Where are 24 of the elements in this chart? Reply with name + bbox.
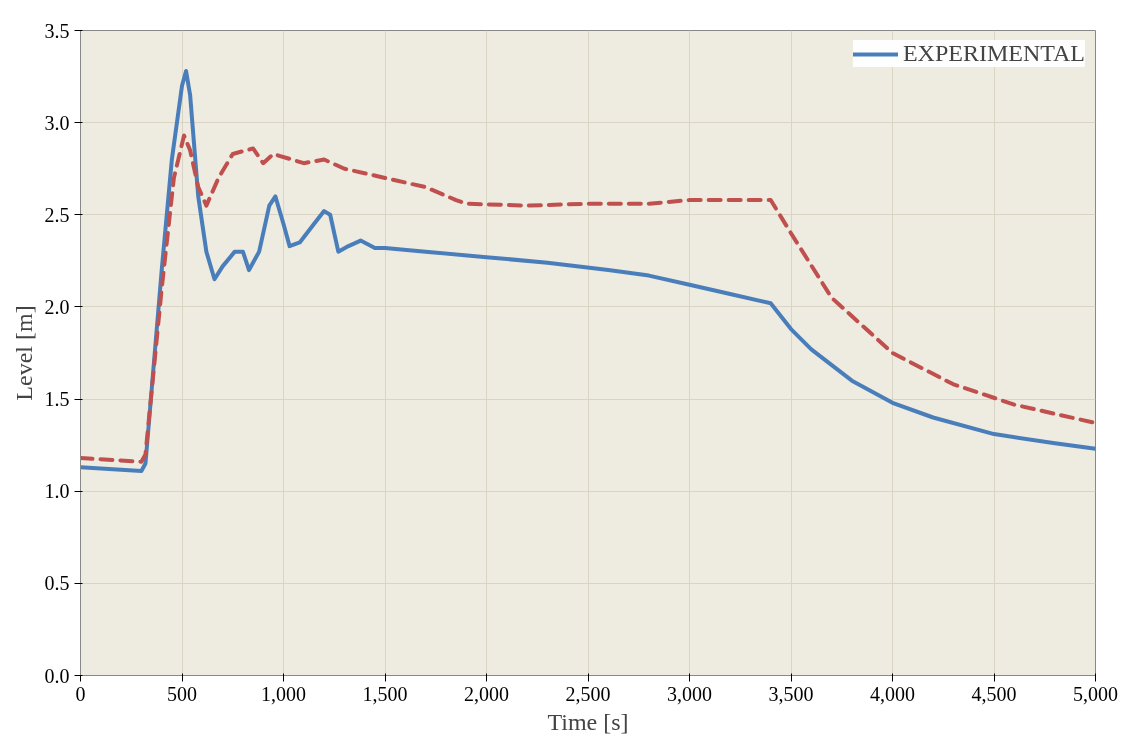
x-axis-title: Time [s] [547, 708, 629, 735]
line-series [80, 133, 1096, 464]
x-tick-label: 500 [167, 682, 197, 705]
x-tick-label: 4,500 [971, 682, 1017, 705]
y-tick-label: 0.0 [44, 664, 70, 687]
y-tick-label: 1.0 [44, 480, 70, 503]
y-tick-label: 2.5 [44, 203, 70, 226]
x-tick-label: 2,000 [464, 682, 509, 705]
x-tick-label: 0 [75, 682, 86, 705]
x-tick-label: 3,000 [667, 682, 712, 705]
y-tick-label: 0.5 [44, 572, 70, 595]
y-tick-label: 3.0 [44, 111, 70, 134]
x-tick-label: 4,000 [870, 682, 915, 705]
x-tick-label: 1,500 [362, 682, 408, 705]
line-series [80, 69, 1096, 473]
x-tick-label: 3,500 [768, 682, 814, 705]
legend-label: EXPERIMENTAL [902, 40, 1085, 67]
x-tick-label: 2,500 [565, 682, 611, 705]
x-tick-label: 1,000 [261, 682, 306, 705]
y-tick-label: 1.5 [44, 388, 70, 411]
x-tick-label: 5,000 [1073, 682, 1118, 705]
y-axis-title: Level [m] [10, 305, 37, 401]
y-tick-label: 2.0 [44, 295, 70, 318]
y-tick-label: 3.5 [44, 19, 70, 42]
